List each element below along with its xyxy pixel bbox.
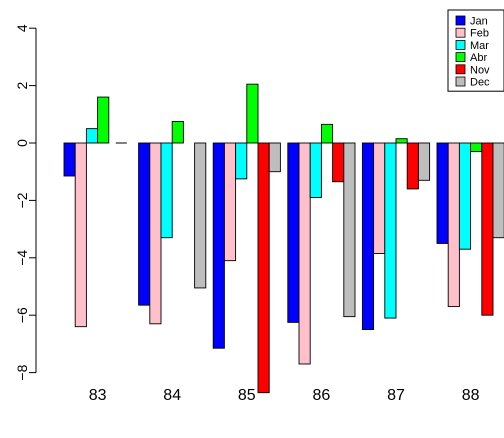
bar-nov-88 <box>481 142 494 316</box>
bar-jan-85 <box>212 142 225 349</box>
bar-mar-86 <box>309 142 322 198</box>
legend-swatch-mar <box>455 40 466 50</box>
bar-abr-83 <box>97 96 110 144</box>
legend-swatch-nov <box>455 64 466 75</box>
bar-feb-87 <box>373 142 386 254</box>
bar-mar-88 <box>458 142 472 250</box>
bar-feb-88 <box>447 142 460 308</box>
y-tick-label: 4 <box>14 24 30 32</box>
bar-dec-84 <box>194 142 207 289</box>
category-label: 85 <box>238 387 256 404</box>
bar-feb-86 <box>298 142 311 365</box>
legend-label-dec: Dec <box>470 77 490 89</box>
bar-abr-84 <box>171 121 184 144</box>
bar-mar-85 <box>235 142 248 180</box>
bar-dec-87 <box>417 142 431 181</box>
category-label: 86 <box>313 387 331 404</box>
bar-feb-83 <box>74 142 87 328</box>
bar-nov-85 <box>257 142 270 394</box>
bar-abr-87 <box>395 138 408 144</box>
y-axis: −8 −6 −4 −2 0 2 4 <box>14 24 37 381</box>
bar-jan-84 <box>138 142 151 306</box>
bar-dec-86 <box>343 142 356 318</box>
y-tick-label: −8 <box>14 364 30 380</box>
bar-dec-85 <box>268 142 281 173</box>
legend-swatch-feb <box>455 27 466 38</box>
y-tick-label: 2 <box>14 81 30 89</box>
bar-mar-83 <box>85 128 99 144</box>
legend-label-jan: Jan <box>470 16 488 28</box>
bar-dec-88 <box>492 142 504 239</box>
bar-feb-84 <box>149 142 162 325</box>
bar-mar-84 <box>160 142 173 239</box>
bar-jan-87 <box>361 142 375 331</box>
category-label: 84 <box>163 387 181 404</box>
y-tick-label: −4 <box>14 250 30 266</box>
legend-swatch-jan <box>455 15 466 26</box>
bar-abr-85 <box>246 83 259 144</box>
bar-jan-86 <box>287 142 300 323</box>
category-label: 87 <box>387 387 405 404</box>
bar-jan-88 <box>436 142 449 244</box>
bar-nov-87 <box>406 142 419 190</box>
bar-jan-83 <box>63 142 76 177</box>
legend-label-abr: Abr <box>470 52 487 64</box>
bar-nov-86 <box>332 142 345 183</box>
y-tick-label: 0 <box>14 139 30 147</box>
bar-abr-86 <box>320 123 334 144</box>
category-labels: 83 84 85 86 87 88 <box>89 387 480 404</box>
legend-label-feb: Feb <box>470 28 489 40</box>
y-tick-label: −6 <box>14 307 30 323</box>
bar-mar-87 <box>384 142 397 319</box>
legend-label-mar: Mar <box>470 40 489 52</box>
legend-swatch-abr <box>455 52 466 62</box>
legend-label-nov: Nov <box>470 64 490 76</box>
category-label: 88 <box>462 387 480 404</box>
category-label: 83 <box>89 387 107 404</box>
y-tick-label: −2 <box>14 192 30 208</box>
bar-feb-85 <box>223 142 237 262</box>
bars <box>63 83 504 394</box>
legend-swatch-dec <box>455 76 466 87</box>
bar-abr-88 <box>470 142 483 153</box>
